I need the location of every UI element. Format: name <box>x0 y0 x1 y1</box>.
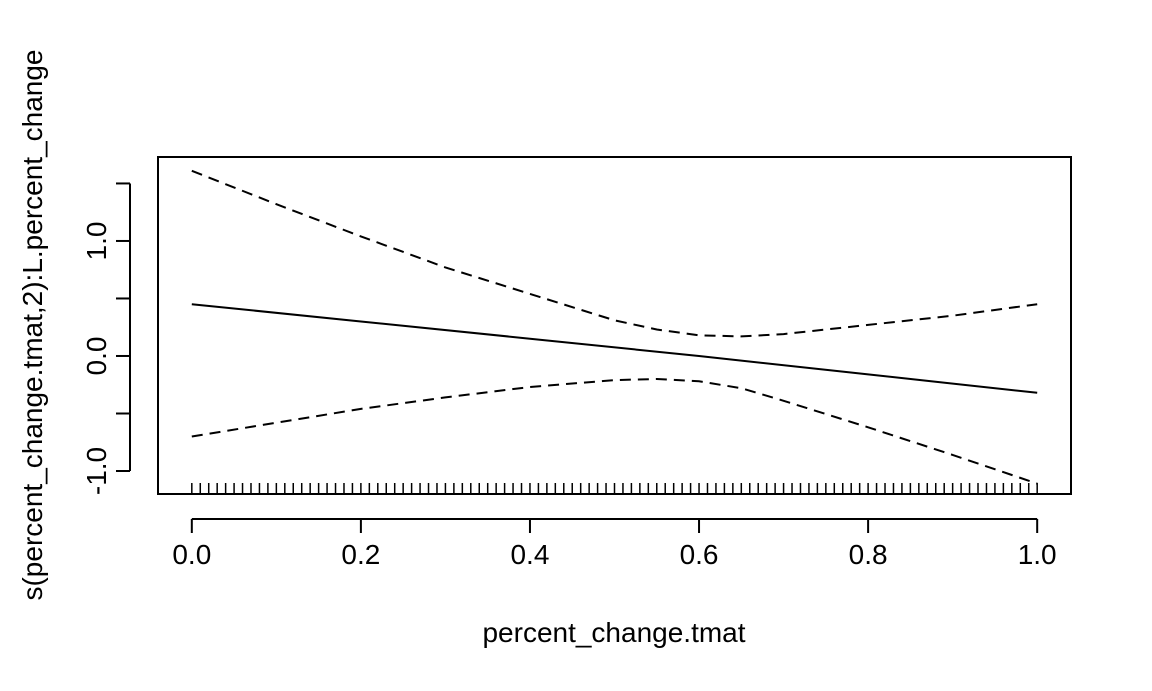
x-tick-label: 0.4 <box>510 539 549 570</box>
y-tick-label: 0.0 <box>81 337 112 376</box>
x-tick-label: 0.8 <box>849 539 888 570</box>
rug-layer <box>191 483 1038 494</box>
plot-frame <box>157 156 1072 495</box>
x-axis-title: percent_change.tmat <box>482 617 745 648</box>
y-axis-title: s(percent_change.tmat,2):L.percent_chang… <box>17 49 48 600</box>
x-axis: 0.0 0.2 0.4 0.6 0.8 1.0 <box>172 518 1057 570</box>
y-tick-label: -1.0 <box>81 447 112 495</box>
y-axis: -1.0 0.0 1.0 <box>81 182 131 495</box>
series-layer <box>191 169 1038 485</box>
series-line-0 <box>191 303 1038 394</box>
series-line-1 <box>191 169 1038 338</box>
x-tick-label: 0.2 <box>341 539 380 570</box>
x-tick-label: 0.6 <box>680 539 719 570</box>
y-tick-label: 1.0 <box>81 222 112 261</box>
x-tick-label: 0.0 <box>172 539 211 570</box>
x-tick-label: 1.0 <box>1018 539 1057 570</box>
series-line-2 <box>191 377 1038 485</box>
